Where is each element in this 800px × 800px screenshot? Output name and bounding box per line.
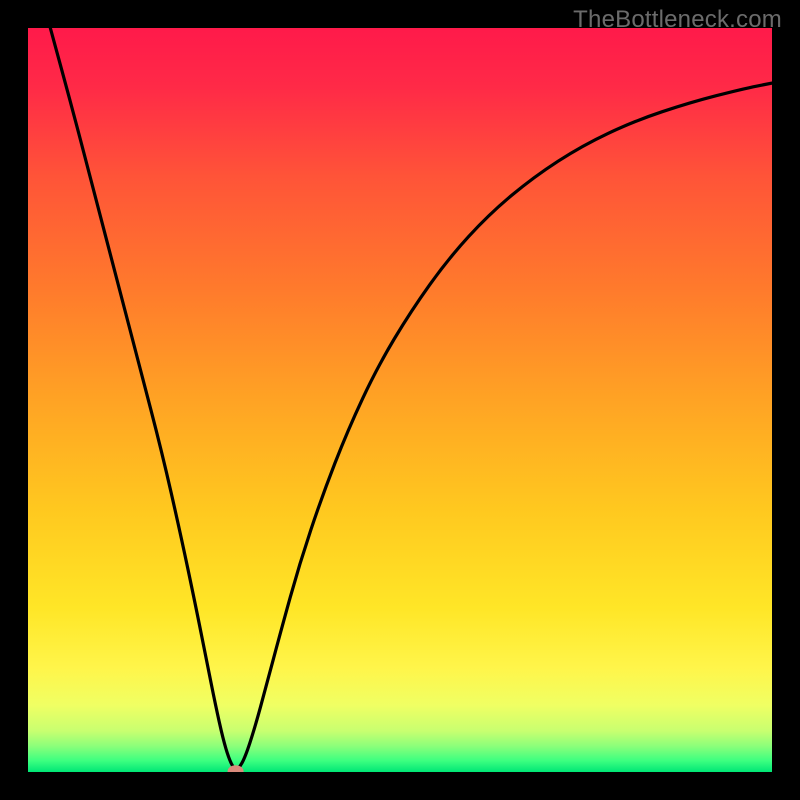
chart-heat-background xyxy=(28,28,772,772)
chart-svg xyxy=(0,0,800,800)
bottleneck-chart: TheBottleneck.com xyxy=(0,0,800,800)
